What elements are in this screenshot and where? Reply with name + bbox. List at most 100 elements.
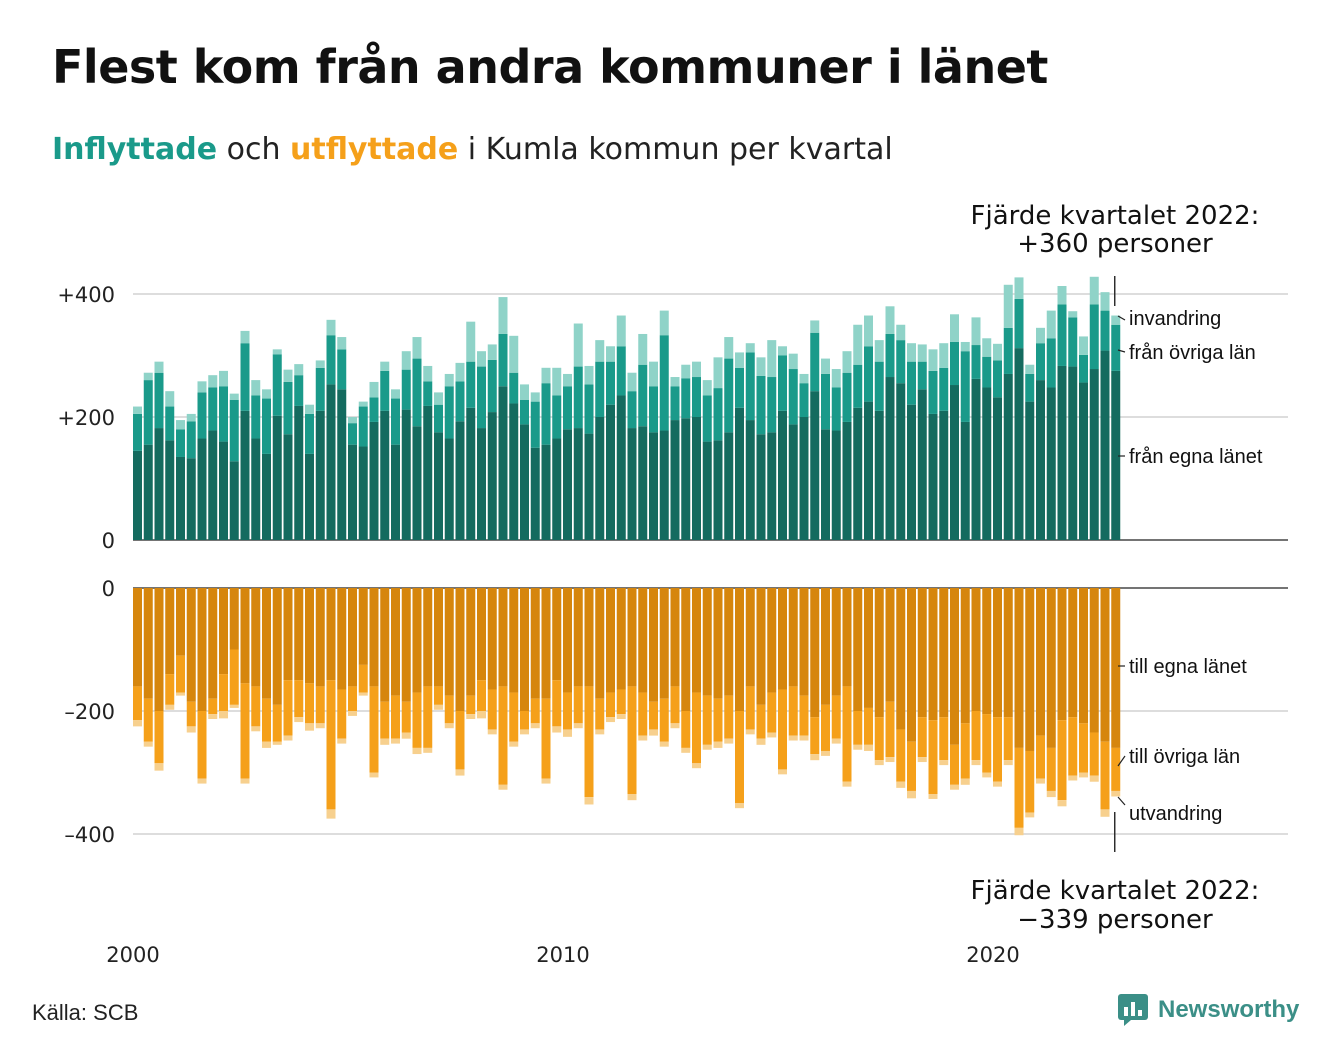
inflow-bar-other-counties xyxy=(713,388,723,441)
outflow-bar-other-counties xyxy=(294,680,304,718)
inflow-bar-own-county xyxy=(391,444,400,540)
outflow-bar-emigration xyxy=(1068,775,1078,781)
inflow-bar-own-county xyxy=(294,405,304,540)
inflow-bar-own-county xyxy=(616,395,626,540)
outflow-bar-own-county xyxy=(735,588,744,711)
outflow-bar-emigration xyxy=(831,738,841,744)
outflow-bar-other-counties xyxy=(821,704,830,751)
inflow-bar-other-counties xyxy=(907,361,916,405)
inflow-bar-other-counties xyxy=(240,343,250,411)
outflow-bar-other-counties xyxy=(885,701,895,758)
outflow-bar-other-counties xyxy=(391,695,400,739)
outflow-bar-other-counties xyxy=(982,714,992,773)
outflow-bar-own-county xyxy=(412,588,422,693)
outflow-bar-emigration xyxy=(928,794,938,799)
outflow-bar-own-county xyxy=(1100,588,1110,742)
inflow-bar-own-county xyxy=(520,424,529,540)
inflow-bar-immigration xyxy=(455,362,465,382)
outflow-bar-own-county xyxy=(778,588,787,690)
outflow-bar-own-county xyxy=(509,588,519,693)
outflow-bar-emigration xyxy=(681,747,691,753)
inflow-bar-immigration xyxy=(412,337,422,359)
x-axis-year-label: 2020 xyxy=(966,943,1019,967)
outflow-bar-own-county xyxy=(713,588,723,699)
inflow-bar-own-county xyxy=(305,453,314,540)
outflow-bar-other-counties xyxy=(358,664,368,693)
outflow-bar-other-counties xyxy=(208,698,218,715)
outflow-bar-own-county xyxy=(649,588,658,702)
bottom-annotation-line2: −339 personer xyxy=(1017,905,1213,935)
inflow-bar-immigration xyxy=(219,370,228,387)
inflow-bar-other-counties xyxy=(434,404,443,433)
outflow-bar-emigration xyxy=(305,723,314,731)
inflow-bar-immigration xyxy=(595,340,605,362)
inflow-bar-other-counties xyxy=(864,346,873,402)
inflow-bar-other-counties xyxy=(563,386,572,430)
inflow-bar-other-counties xyxy=(380,370,390,411)
outflow-bar-emigration xyxy=(133,720,142,727)
outflow-bar-other-counties xyxy=(724,695,734,739)
inflow-bar-immigration xyxy=(616,315,626,347)
inflow-bar-own-county xyxy=(735,407,744,540)
outflow-bar-emigration xyxy=(466,714,476,719)
outflow-bar-own-county xyxy=(939,588,949,718)
outflow-bar-emigration xyxy=(369,772,379,778)
top-annotation-line1: Fjärde kvartalet 2022: xyxy=(971,201,1260,231)
inflow-bar-immigration xyxy=(348,417,357,424)
outflow-bar-emigration xyxy=(251,726,261,732)
outflow-bar-emigration xyxy=(444,723,454,729)
inflow-bar-own-county xyxy=(154,428,164,540)
outflow-bar-other-counties xyxy=(520,711,529,730)
inflow-bar-immigration xyxy=(380,361,390,371)
inflow-bar-own-county xyxy=(950,385,959,540)
outflow-bar-emigration xyxy=(756,738,766,745)
subtitle-outflows-word: utflyttade xyxy=(290,132,459,167)
inflow-bar-own-county xyxy=(1079,382,1088,540)
outflow-bar-emigration xyxy=(907,790,916,799)
outflow-bar-own-county xyxy=(262,588,271,699)
inflow-bar-own-county xyxy=(917,389,927,540)
outflow-bar-own-county xyxy=(176,588,185,656)
outflow-bar-own-county xyxy=(133,588,142,687)
outflow-bar-other-counties xyxy=(659,698,669,742)
inflow-bar-other-counties xyxy=(283,381,293,435)
inflow-bar-own-county xyxy=(573,428,583,540)
inflow-bar-immigration xyxy=(498,297,508,334)
outflow-bar-own-county xyxy=(1014,588,1024,748)
chart-subtitle: Inflyttade och utflyttade i Kumla kommun… xyxy=(52,132,893,167)
inflow-bar-own-county xyxy=(928,413,938,540)
inflow-bar-immigration xyxy=(358,401,368,407)
inflow-bar-other-counties xyxy=(197,392,207,439)
brand-logo: Newsworthy xyxy=(1118,994,1299,1026)
inflow-bar-own-county xyxy=(423,405,433,540)
inflow-bar-other-counties xyxy=(358,406,368,447)
outflow-bar-other-counties xyxy=(810,717,820,755)
inflow-bar-other-counties xyxy=(1100,310,1110,351)
outflow-bar-own-county xyxy=(1025,588,1035,751)
outflow-bar-other-counties xyxy=(831,695,841,739)
inflow-bar-other-counties xyxy=(745,352,755,421)
inflow-bar-own-county xyxy=(907,404,916,540)
inflow-bar-own-county xyxy=(412,426,422,540)
outflow-bar-own-county xyxy=(595,588,605,699)
inflow-bar-immigration xyxy=(896,324,906,341)
inflow-bar-other-counties xyxy=(455,381,465,422)
outflow-series-label: utvandring xyxy=(1129,803,1222,825)
inflow-bar-immigration xyxy=(401,351,411,370)
inflow-bar-other-counties xyxy=(917,361,927,390)
inflow-bar-other-counties xyxy=(842,372,852,422)
inflow-bar-immigration xyxy=(283,369,293,382)
inflow-bar-other-counties xyxy=(401,369,411,410)
inflow-bar-other-counties xyxy=(229,399,239,462)
inflow-bar-immigration xyxy=(670,377,680,387)
outflow-bar-other-counties xyxy=(563,692,572,730)
outflow-bar-emigration xyxy=(960,778,970,785)
inflow-bar-immigration xyxy=(509,335,519,373)
inflow-bar-own-county xyxy=(681,418,691,540)
outflow-bar-emigration xyxy=(412,747,422,755)
outflow-bar-emigration xyxy=(563,729,572,737)
inflow-bar-other-counties xyxy=(670,386,680,421)
inflow-bar-own-county xyxy=(810,391,820,540)
outflow-bar-other-counties xyxy=(627,686,637,795)
outflow-bar-own-county xyxy=(552,588,562,681)
